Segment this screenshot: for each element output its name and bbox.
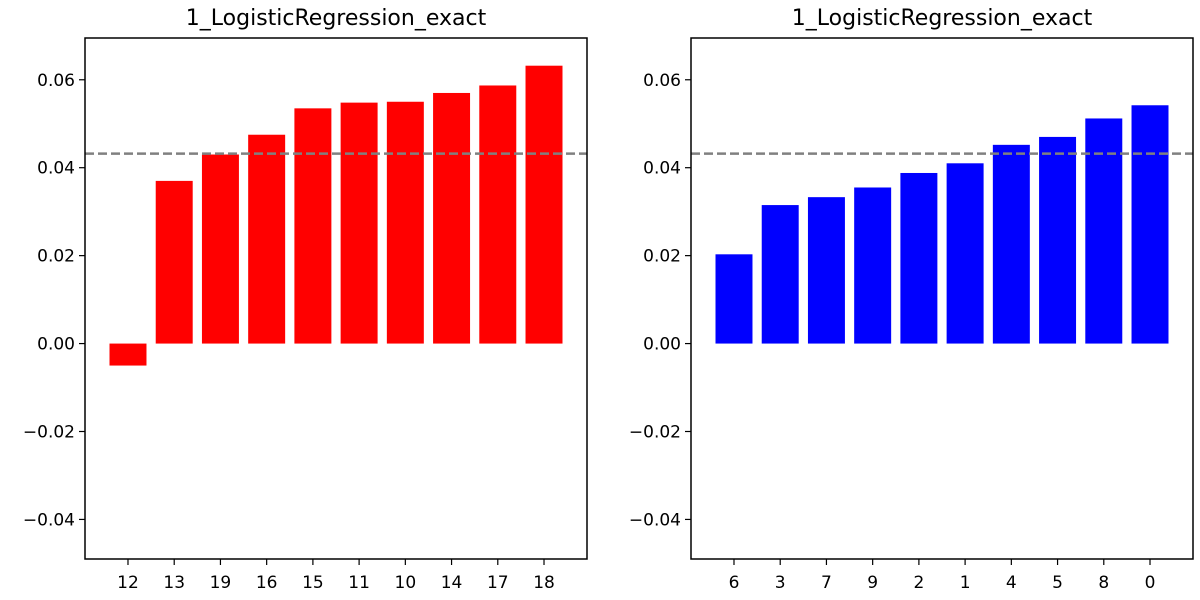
right-chart-x-tick-label: 7 <box>821 573 832 593</box>
right-chart-bar-2 <box>900 172 938 344</box>
left-chart-x-tick-label: 15 <box>302 573 324 593</box>
left-chart-y-tick-label: 0.00 <box>37 335 75 355</box>
left-chart-bar-17 <box>479 85 517 344</box>
left-chart-y-tick-label: 0.04 <box>37 159 75 179</box>
right-chart-x-axis: 6 3 7 9 2 1 4 5 8 0 <box>729 559 1156 593</box>
right-chart-bar-4 <box>992 144 1030 344</box>
right-chart-bar-8 <box>1085 118 1123 344</box>
right-chart-y-tick-label: 0.06 <box>643 71 681 91</box>
left-chart-bar-15 <box>294 108 332 344</box>
left-chart-bar-11 <box>340 102 378 344</box>
left-chart-x-tick-label: 16 <box>256 573 278 593</box>
left-chart-x-tick-label: 11 <box>348 573 370 593</box>
right-chart-x-tick-label: 0 <box>1145 573 1156 593</box>
left-chart-bar-13 <box>155 180 193 344</box>
left-chart-title: 1_LogisticRegression_exact <box>186 6 487 31</box>
right-chart-x-tick-label: 4 <box>1006 573 1017 593</box>
right-chart-bar-0 <box>1131 105 1169 344</box>
right-chart-bar-5 <box>1039 136 1077 344</box>
left-chart-y-axis: −0.04 −0.02 0.00 0.02 0.04 0.06 <box>23 71 85 530</box>
left-chart-x-axis: 12 13 19 16 15 11 10 14 17 18 <box>117 559 555 593</box>
left-chart-bar-16 <box>248 134 286 344</box>
left-chart-y-tick-label: 0.02 <box>37 247 75 267</box>
right-chart-y-tick-label: 0.04 <box>643 159 681 179</box>
right-chart-bar-9 <box>854 187 892 344</box>
left-chart: 1_LogisticRegression_exact −0.04 −0.02 0.0… <box>23 6 588 593</box>
right-chart-y-tick-label: 0.00 <box>643 335 681 355</box>
left-chart-x-tick-label: 12 <box>117 573 139 593</box>
left-chart-bars <box>109 65 563 366</box>
right-chart-x-tick-label: 6 <box>729 573 740 593</box>
right-chart-x-tick-label: 3 <box>775 573 786 593</box>
right-chart-y-tick-label: 0.02 <box>643 247 681 267</box>
right-chart-y-tick-label: −0.04 <box>629 510 681 530</box>
right-chart-frame <box>690 37 1194 560</box>
right-chart-bar-3 <box>761 205 799 344</box>
left-chart-x-tick-label: 18 <box>533 573 555 593</box>
left-chart-bar-10 <box>386 101 424 344</box>
right-chart-bar-7 <box>807 197 845 344</box>
left-chart-x-tick-label: 19 <box>210 573 232 593</box>
right-chart-x-tick-label: 9 <box>867 573 878 593</box>
left-chart-bar-14 <box>433 92 471 344</box>
left-chart-x-tick-label: 13 <box>163 573 185 593</box>
right-chart-bars <box>715 105 1169 344</box>
right-chart-x-tick-label: 5 <box>1052 573 1063 593</box>
right-chart-bar-1 <box>946 163 984 344</box>
right-chart-bar-6 <box>715 254 753 344</box>
left-chart-bar-19 <box>201 154 239 344</box>
left-chart-y-tick-label: −0.04 <box>23 510 75 530</box>
right-chart-y-tick-label: −0.02 <box>629 423 681 443</box>
right-chart: 1_LogisticRegression_exact −0.04 −0.02 0.0… <box>629 6 1194 593</box>
left-chart-frame <box>84 37 588 560</box>
left-chart-bar-18 <box>525 65 563 344</box>
right-chart-x-tick-label: 2 <box>913 573 924 593</box>
right-chart-x-tick-label: 1 <box>960 573 971 593</box>
right-chart-x-tick-label: 8 <box>1098 573 1109 593</box>
left-chart-y-tick-label: −0.02 <box>23 423 75 443</box>
left-chart-y-tick-label: 0.06 <box>37 71 75 91</box>
left-chart-x-tick-label: 14 <box>441 573 463 593</box>
left-chart-x-tick-label: 10 <box>395 573 417 593</box>
left-chart-x-tick-label: 17 <box>487 573 509 593</box>
right-chart-y-axis: −0.04 −0.02 0.00 0.02 0.04 0.06 <box>629 71 691 530</box>
left-chart-bar-12 <box>109 343 147 366</box>
right-chart-title: 1_LogisticRegression_exact <box>792 6 1093 31</box>
